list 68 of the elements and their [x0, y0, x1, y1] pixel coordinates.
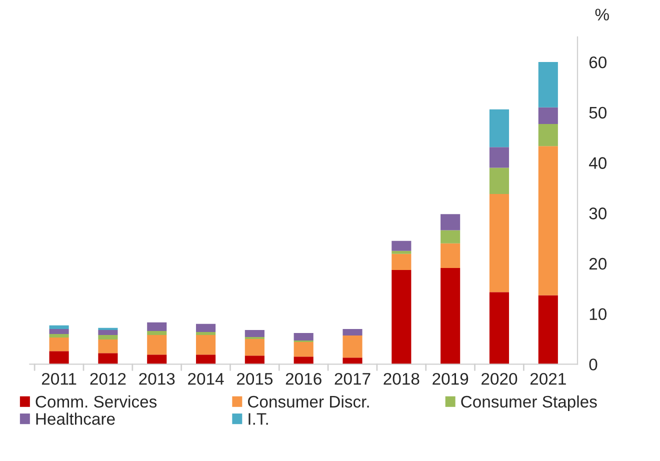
x-tick-label: 2018	[384, 372, 420, 385]
y-tick-label: 50	[589, 106, 606, 119]
bar	[538, 62, 558, 108]
x-tick-label: 2011	[42, 372, 76, 385]
bar	[294, 356, 314, 364]
bar	[538, 295, 558, 364]
bar	[440, 268, 460, 364]
bar	[49, 334, 69, 338]
y-axis-title: %	[595, 8, 609, 20]
bar	[49, 325, 69, 329]
bar	[98, 334, 118, 340]
x-tick-label: 2016	[286, 372, 322, 385]
bar	[440, 230, 460, 244]
bar	[392, 270, 412, 364]
x-tick-label: 2020	[482, 372, 518, 385]
bar	[196, 332, 216, 335]
bar	[147, 334, 167, 355]
bar	[392, 240, 412, 251]
bar	[294, 342, 314, 357]
bar	[342, 358, 362, 364]
y-tick-label: 20	[589, 258, 606, 270]
bar	[489, 109, 510, 148]
legend-label: Healthcare	[36, 412, 115, 425]
y-tick-label: 10	[590, 308, 606, 320]
y-tick-label: 0	[589, 358, 598, 370]
x-tick-label: 2014	[188, 372, 224, 385]
bar	[342, 328, 362, 336]
legend-label: Consumer Discr.	[248, 395, 369, 408]
x-tick-label: 2021	[530, 372, 566, 385]
bar	[98, 330, 118, 335]
bar	[244, 339, 264, 356]
bar	[538, 124, 558, 146]
bar	[244, 356, 264, 364]
bar	[294, 332, 314, 341]
bar	[538, 146, 558, 296]
bar	[244, 330, 264, 337]
y-tick-label: 30	[589, 208, 606, 220]
bar	[147, 354, 167, 364]
bar	[489, 292, 510, 364]
bar	[342, 335, 362, 358]
bar	[147, 330, 167, 335]
bar	[49, 328, 69, 334]
bar	[440, 214, 460, 230]
x-tick-label: 2017	[334, 372, 370, 385]
bar	[392, 254, 412, 270]
x-tick-label: 2012	[90, 372, 126, 385]
bar	[440, 243, 460, 268]
bar	[196, 354, 216, 364]
bar	[49, 338, 69, 352]
bar	[98, 353, 118, 364]
bar	[489, 168, 510, 194]
bar	[489, 147, 510, 168]
y-tick-label: 60	[589, 56, 606, 68]
x-tick-label: 2013	[139, 372, 175, 385]
bar	[489, 194, 510, 292]
bar	[392, 250, 412, 254]
legend-label: I.T.	[248, 413, 268, 425]
bar	[49, 351, 69, 364]
bar	[196, 334, 216, 355]
bar	[147, 322, 167, 331]
y-tick-label: 40	[588, 157, 606, 169]
bar	[196, 324, 216, 332]
legend-label: Consumer Staples	[461, 395, 597, 411]
x-tick-label: 2015	[236, 372, 273, 385]
bar	[538, 107, 558, 124]
legend-label: Comm. Services	[36, 395, 157, 408]
bar	[98, 340, 118, 354]
x-tick-label: 2019	[432, 372, 468, 385]
